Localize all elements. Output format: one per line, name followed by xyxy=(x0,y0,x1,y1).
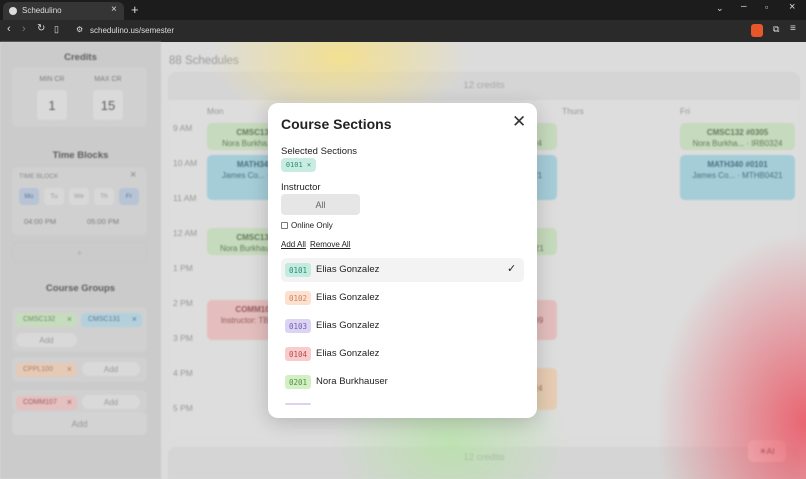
selected-check: ✓ xyxy=(507,263,517,275)
modal-title: Course Sections xyxy=(281,116,392,132)
bookmark[interactable]: ▯ xyxy=(54,24,59,34)
new-tab[interactable]: + xyxy=(131,2,139,17)
selected-chip[interactable]: 0101 × xyxy=(281,158,316,172)
online-label: Online Only xyxy=(291,221,333,230)
section-instructor: Elias Gonzalez xyxy=(316,264,380,275)
section-list: 0101 Elias Gonzalez ✓ 0102 Elias Gonzalez 010… xyxy=(268,103,537,405)
tab-search[interactable]: ⌄ xyxy=(716,3,724,13)
instructor-label: Instructor xyxy=(281,182,321,193)
section-item[interactable]: 0102 Elias Gonzalez xyxy=(281,286,524,310)
section-item[interactable]: 0201 Nora Burkhauser xyxy=(281,370,524,394)
section-code: 0201 xyxy=(285,375,311,389)
section-instructor: Elias Gonzalez xyxy=(316,348,380,359)
url[interactable]: schedulino.us/semester xyxy=(90,26,175,35)
reload[interactable]: ↻ xyxy=(37,23,46,34)
tab-bar xyxy=(0,0,806,20)
section-code: 0102 xyxy=(285,291,311,305)
next-badge xyxy=(285,403,311,405)
site-info[interactable]: ⚙ xyxy=(76,25,84,34)
section-instructor: Elias Gonzalez xyxy=(316,320,380,331)
minimize[interactable]: – xyxy=(741,1,747,12)
course-sections-modal: Course Sections ✕ Selected Sections 0101… xyxy=(268,103,537,418)
tab[interactable]: Schedulino × xyxy=(3,2,124,20)
section-item[interactable]: 0104 Elias Gonzalez xyxy=(281,342,524,366)
section-code: 0101 xyxy=(285,263,311,277)
section-instructor: Nora Burkhauser xyxy=(316,376,388,387)
section-instructor: Elias Gonzalez xyxy=(316,292,380,303)
tab-title: Schedulino xyxy=(22,6,62,15)
instructor-select[interactable]: All xyxy=(281,194,360,215)
section-code: 0103 xyxy=(285,319,311,333)
forward[interactable]: › xyxy=(22,23,26,35)
back[interactable]: ‹ xyxy=(7,23,11,35)
close-window[interactable]: × xyxy=(789,1,796,13)
modal-close[interactable]: ✕ xyxy=(512,112,527,131)
toolbar: ‹ › ↻ ▯ ⚙ schedulino.us/semester ⧉ ≡ xyxy=(0,20,806,42)
tab-icon xyxy=(9,7,17,15)
section-item[interactable]: 0103 Elias Gonzalez xyxy=(281,314,524,338)
online-checkbox[interactable] xyxy=(281,222,288,229)
brave-icon[interactable] xyxy=(751,24,763,37)
add-all[interactable]: Add All xyxy=(281,240,306,249)
menu[interactable]: ≡ xyxy=(790,23,796,34)
selected-label: Selected Sections xyxy=(281,146,358,157)
tab-close[interactable]: × xyxy=(111,4,117,15)
selected-code: 0101 xyxy=(285,161,303,169)
section-item[interactable]: 0101 Elias Gonzalez ✓ xyxy=(281,258,524,282)
section-code: 0104 xyxy=(285,347,311,361)
extensions[interactable]: ⧉ xyxy=(773,24,780,34)
instructor-value: All xyxy=(315,199,326,210)
remove-all[interactable]: Remove All xyxy=(310,240,351,249)
maximize[interactable]: ▫ xyxy=(765,2,769,12)
